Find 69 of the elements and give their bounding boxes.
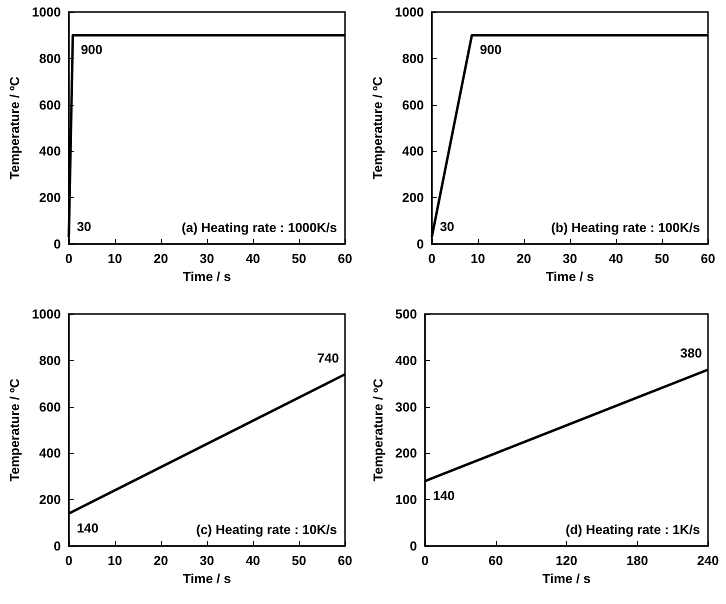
annotation: (b) Heating rate : 100K/s (551, 220, 700, 235)
y-tick-label: 400 (39, 144, 61, 159)
y-tick-label: 100 (395, 492, 417, 508)
y-tick-label: 600 (39, 399, 61, 414)
y-tick-label: 0 (54, 538, 61, 554)
y-tick-label: 1000 (32, 306, 61, 322)
annotation: 900 (80, 42, 103, 58)
x-tick-label: 40 (246, 251, 260, 266)
annotation: 30 (440, 219, 454, 234)
x-tick-label: 0 (65, 251, 72, 266)
x-tick-label: 0 (65, 553, 72, 568)
x-tick-label: 30 (200, 251, 214, 266)
x-axis-title: Time / s (182, 268, 232, 284)
x-tick-label: 50 (654, 251, 670, 266)
y-tick-label: 200 (395, 446, 417, 461)
y-axis-title: Temperature / ºC (370, 76, 385, 180)
x-tick-label: 50 (292, 553, 306, 568)
y-tick-label: 400 (395, 352, 417, 368)
y-tick-label: 400 (402, 144, 424, 159)
y-tick-label: 800 (39, 50, 61, 66)
annotation: 140 (76, 520, 99, 536)
x-tick-label: 240 (697, 553, 719, 568)
y-tick-label: 1000 (394, 4, 424, 20)
x-tick-label: 60 (488, 553, 503, 568)
x-tick-label: 10 (470, 251, 486, 266)
y-tick-label: 200 (39, 190, 61, 206)
y-tick-label: 600 (39, 97, 61, 112)
y-tick-label: 500 (395, 306, 417, 322)
x-tick-label: 40 (246, 553, 260, 568)
x-tick-label: 30 (200, 553, 214, 568)
x-tick-label: 20 (516, 251, 532, 266)
annotation: 380 (680, 346, 702, 361)
x-tick-label: 60 (338, 553, 352, 568)
x-axis-title: Time / s (182, 570, 232, 586)
x-tick-label: 20 (154, 251, 168, 266)
y-tick-label: 0 (410, 538, 417, 554)
x-tick-label: 30 (562, 251, 578, 266)
annotation: 30 (76, 219, 92, 234)
annotation: 900 (480, 42, 502, 58)
annotation: (d) Heating rate : 1K/s (566, 522, 700, 537)
x-tick-label: 0 (428, 251, 436, 266)
x-tick-label: 180 (626, 553, 648, 568)
annotation: 740 (317, 350, 339, 366)
y-axis-title: Temperature / ºC (370, 378, 386, 482)
y-axis-title: Temperature / ºC (7, 378, 22, 482)
y-axis-title: Temperature / ºC (7, 76, 22, 180)
y-tick-label: 1000 (32, 4, 61, 20)
y-tick-label: 200 (402, 190, 424, 206)
y-tick-label: 400 (39, 446, 61, 461)
y-tick-label: 0 (416, 236, 424, 252)
x-tick-label: 120 (556, 553, 578, 568)
y-tick-label: 200 (39, 492, 61, 508)
annotation: (a) Heating rate : 1000K/s (182, 220, 338, 235)
x-tick-label: 20 (154, 553, 168, 568)
x-tick-label: 60 (338, 251, 352, 266)
x-tick-label: 60 (700, 251, 716, 266)
x-axis-title: Time / s (546, 268, 594, 284)
x-axis-title: Time / s (542, 570, 591, 586)
y-tick-label: 800 (39, 352, 61, 368)
x-tick-label: 10 (108, 251, 122, 266)
x-tick-label: 40 (608, 251, 624, 266)
y-tick-label: 600 (402, 97, 424, 112)
y-tick-label: 300 (395, 399, 417, 414)
y-tick-label: 800 (402, 50, 424, 66)
x-tick-label: 10 (108, 553, 122, 568)
annotation: (c) Heating rate : 10K/s (196, 522, 337, 537)
annotation: 140 (433, 488, 455, 504)
y-tick-label: 0 (54, 236, 61, 252)
x-tick-label: 50 (292, 251, 306, 266)
